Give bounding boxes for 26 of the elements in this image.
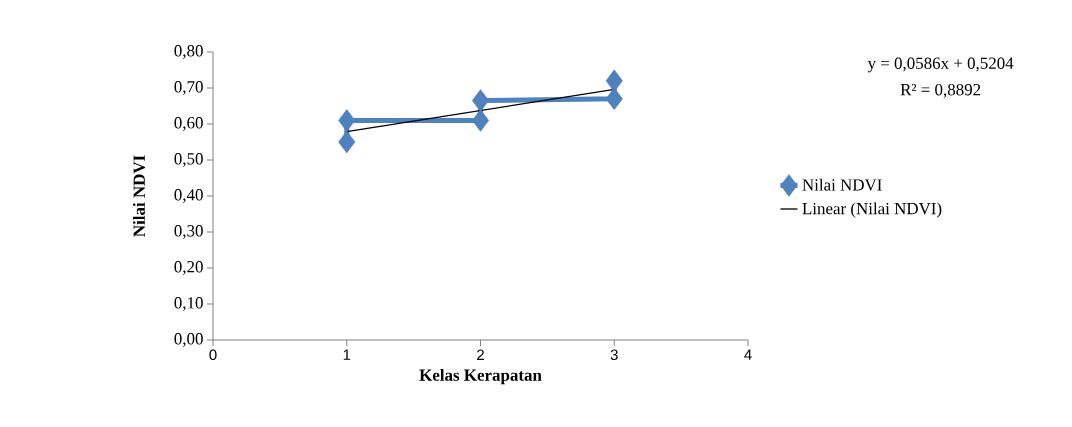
x-tick-label: 2	[477, 349, 484, 360]
x-tick-label: 1	[343, 349, 351, 360]
point	[472, 89, 490, 112]
y-axis-title: Nilai NDVI	[133, 155, 145, 237]
y-tick-label: 0,80	[174, 45, 203, 59]
y-tick-label: 0,60	[174, 117, 203, 131]
point	[338, 130, 356, 154]
y-tick-label: 0,50	[174, 153, 203, 167]
text: R² = 0,8892	[900, 83, 981, 98]
x-tick-label: 4	[744, 349, 752, 360]
x-tick-label: 3	[610, 349, 618, 361]
y-tick-label: 0,30	[174, 225, 203, 239]
point	[605, 87, 623, 111]
point	[472, 109, 490, 132]
y-tick-label: 0,10	[174, 297, 203, 311]
text: y = 0,0586x + 0,5204	[867, 57, 1014, 73]
y-tick-label: 0,20	[174, 261, 203, 275]
y-tick-label: 0,70	[174, 81, 203, 95]
point	[605, 69, 623, 93]
x-tick-label: 0	[209, 349, 217, 361]
legend-label: Linear (Nilai NDVI)	[802, 202, 942, 218]
x-axis-title: Kelas Kerapatan	[419, 368, 542, 385]
point	[338, 109, 356, 132]
y-tick-label: 0,00	[174, 333, 203, 347]
legend-label: Nilai NDVI	[802, 178, 882, 191]
y-tick-label: 0,40	[174, 189, 203, 203]
